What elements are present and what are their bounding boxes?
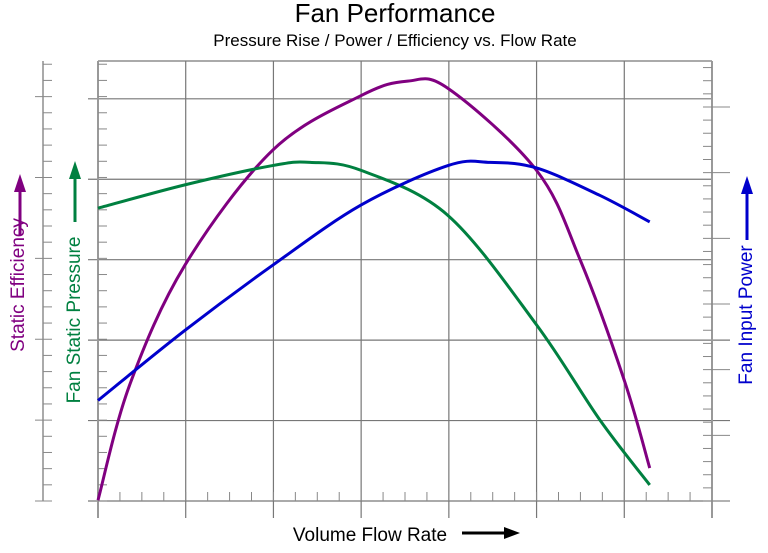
efficiency-axis-label-group: Static Efficiency	[8, 174, 29, 352]
curve-static-efficiency	[96, 77, 652, 501]
chart-title: Fan Performance	[295, 0, 496, 28]
grid	[88, 60, 730, 518]
curves	[96, 77, 652, 501]
power-axis-label-group: Fan Input Power	[736, 176, 757, 385]
pressure-axis-label: Fan Static Pressure	[64, 237, 85, 404]
x-axis-label: Volume Flow Rate	[293, 525, 447, 546]
curve-fan-input-power	[97, 159, 651, 402]
chart-subtitle: Pressure Rise / Power / Efficiency vs. F…	[213, 31, 576, 50]
power-axis-label: Fan Input Power	[736, 245, 757, 385]
efficiency-axis-label: Static Efficiency	[8, 218, 29, 352]
pressure-axis-label-group: Fan Static Pressure	[64, 161, 85, 403]
x-axis-arrow	[462, 527, 520, 539]
axis-ticks	[35, 61, 730, 518]
curve-fan-static-pressure	[97, 160, 651, 486]
